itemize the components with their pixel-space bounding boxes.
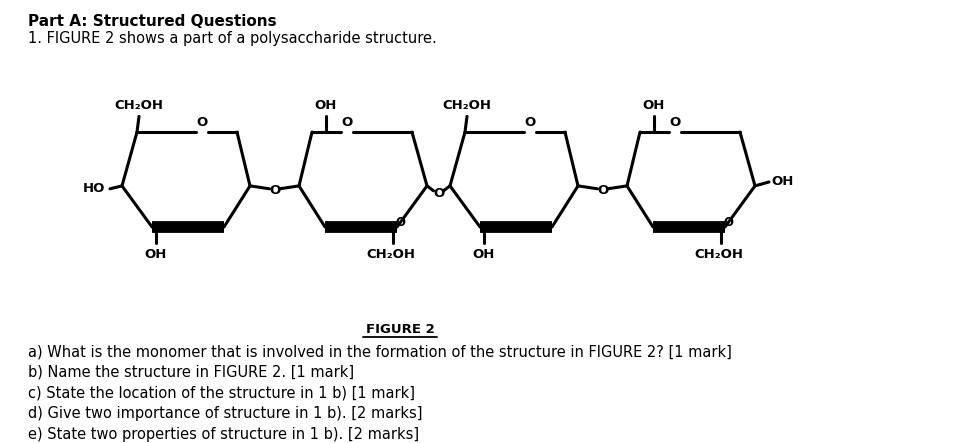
Text: O: O [597,184,608,197]
Text: O: O [342,116,352,129]
Text: O: O [524,116,536,129]
Text: c) State the location of the structure in 1 b) [1 mark]: c) State the location of the structure i… [28,385,415,400]
Text: OH: OH [315,99,337,112]
Text: O: O [723,216,733,229]
Text: HO: HO [83,183,105,195]
Text: O: O [433,187,444,200]
Text: CH₂OH: CH₂OH [443,99,491,112]
Text: 1. FIGURE 2 shows a part of a polysaccharide structure.: 1. FIGURE 2 shows a part of a polysaccha… [28,31,437,47]
Text: O: O [670,116,680,129]
Text: e) State two properties of structure in 1 b). [2 marks]: e) State two properties of structure in … [28,427,419,442]
Text: CH₂OH: CH₂OH [115,99,163,112]
Text: a) What is the monomer that is involved in the formation of the structure in FIG: a) What is the monomer that is involved … [28,344,731,359]
Text: b) Name the structure in FIGURE 2. [1 mark]: b) Name the structure in FIGURE 2. [1 ma… [28,365,354,380]
Text: d) Give two importance of structure in 1 b). [2 marks]: d) Give two importance of structure in 1… [28,406,423,421]
Text: O: O [395,216,405,229]
Text: O: O [196,116,207,129]
Text: OH: OH [473,248,495,261]
Text: OH: OH [772,175,794,188]
Text: CH₂OH: CH₂OH [695,248,743,261]
Text: O: O [269,184,280,197]
Text: OH: OH [145,248,167,261]
Text: FIGURE 2: FIGURE 2 [366,323,434,336]
Text: OH: OH [643,99,665,112]
Text: Part A: Structured Questions: Part A: Structured Questions [28,14,277,29]
Text: CH₂OH: CH₂OH [367,248,416,261]
